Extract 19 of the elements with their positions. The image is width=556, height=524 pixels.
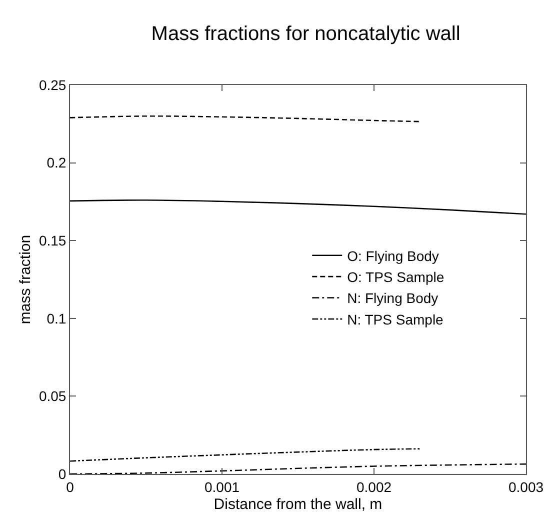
y-axis-title: mass fraction	[17, 234, 34, 324]
line-series	[70, 448, 420, 462]
legend-label: N: Flying Body	[347, 290, 438, 306]
legend-label: O: TPS Sample	[347, 269, 444, 286]
y-tick-label: 0.15	[38, 232, 66, 248]
y-tick-label: 0.25	[38, 76, 66, 93]
y-tick-label: 0.2	[46, 154, 66, 171]
y-tick-label: 0.1	[46, 310, 66, 326]
y-tick-label: 0.05	[38, 388, 66, 404]
x-tick-label: 0.002	[356, 478, 392, 495]
legend-label: O: Flying Body	[347, 248, 439, 264]
line-series	[70, 463, 526, 474]
x-tick-label: 0.001	[204, 478, 240, 495]
y-tick-label: 0	[58, 466, 66, 482]
x-tick-label: 0.003	[508, 478, 544, 495]
x-axis-title: Distance from the wall, m	[214, 496, 382, 513]
legend-label: N: TPS Sample	[347, 311, 444, 328]
chart-title: Mass fractions for noncatalytic wall	[151, 23, 460, 46]
line-series	[70, 199, 526, 215]
